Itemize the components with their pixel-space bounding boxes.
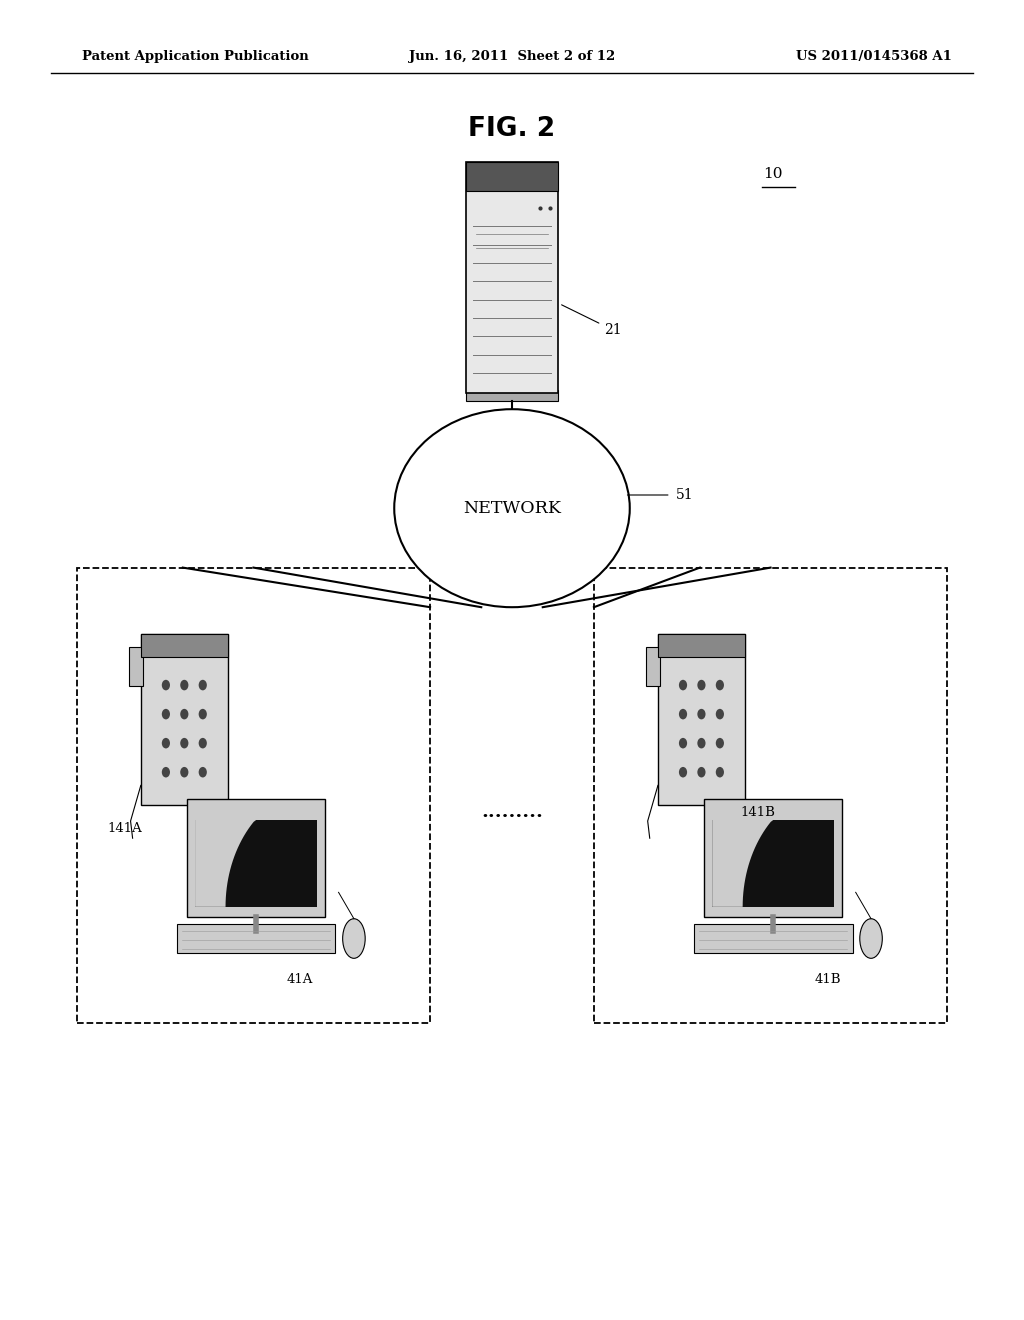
Text: Patent Application Publication: Patent Application Publication (82, 50, 308, 63)
Circle shape (697, 709, 706, 719)
Text: NETWORK: NETWORK (463, 500, 561, 516)
Circle shape (180, 767, 188, 777)
Bar (176, 924, 336, 953)
Circle shape (697, 767, 706, 777)
Polygon shape (195, 820, 317, 907)
Bar (77, 568, 430, 1023)
Circle shape (679, 680, 687, 690)
Circle shape (679, 767, 687, 777)
Circle shape (679, 709, 687, 719)
Text: 10: 10 (763, 166, 782, 181)
Circle shape (199, 709, 207, 719)
Circle shape (199, 767, 207, 777)
Bar (703, 799, 842, 917)
Circle shape (199, 738, 207, 748)
Circle shape (180, 680, 188, 690)
Text: Jun. 16, 2011  Sheet 2 of 12: Jun. 16, 2011 Sheet 2 of 12 (409, 50, 615, 63)
Text: FIG. 2: FIG. 2 (468, 116, 556, 143)
Bar (712, 820, 834, 907)
Text: 21: 21 (561, 305, 622, 337)
Circle shape (162, 738, 170, 748)
Bar (195, 820, 317, 907)
Bar (645, 647, 659, 686)
Text: 51: 51 (676, 488, 693, 502)
Bar (186, 799, 326, 917)
Bar (657, 634, 744, 805)
Circle shape (162, 767, 170, 777)
Circle shape (162, 680, 170, 690)
Bar (221, 928, 291, 941)
Circle shape (679, 738, 687, 748)
Circle shape (716, 738, 724, 748)
Ellipse shape (343, 919, 366, 958)
Bar (128, 647, 142, 686)
Text: 41A: 41A (287, 973, 313, 986)
Circle shape (199, 680, 207, 690)
Bar (140, 634, 227, 657)
Circle shape (180, 738, 188, 748)
Circle shape (697, 738, 706, 748)
Text: US 2011/0145368 A1: US 2011/0145368 A1 (797, 50, 952, 63)
Circle shape (180, 709, 188, 719)
Circle shape (716, 680, 724, 690)
Ellipse shape (394, 409, 630, 607)
Text: 41B: 41B (814, 973, 841, 986)
Bar (657, 634, 744, 657)
Polygon shape (712, 820, 834, 907)
Circle shape (162, 709, 170, 719)
Ellipse shape (860, 919, 883, 958)
Bar (738, 928, 808, 941)
Bar (466, 391, 558, 401)
Circle shape (697, 680, 706, 690)
Circle shape (716, 767, 724, 777)
Text: 141B: 141B (740, 805, 775, 818)
Bar (594, 568, 947, 1023)
Circle shape (716, 709, 724, 719)
Bar (466, 162, 558, 190)
Text: 141A: 141A (108, 821, 142, 834)
Bar (693, 924, 853, 953)
Bar (466, 162, 558, 393)
Text: .........: ......... (481, 803, 543, 821)
Bar (140, 634, 227, 805)
